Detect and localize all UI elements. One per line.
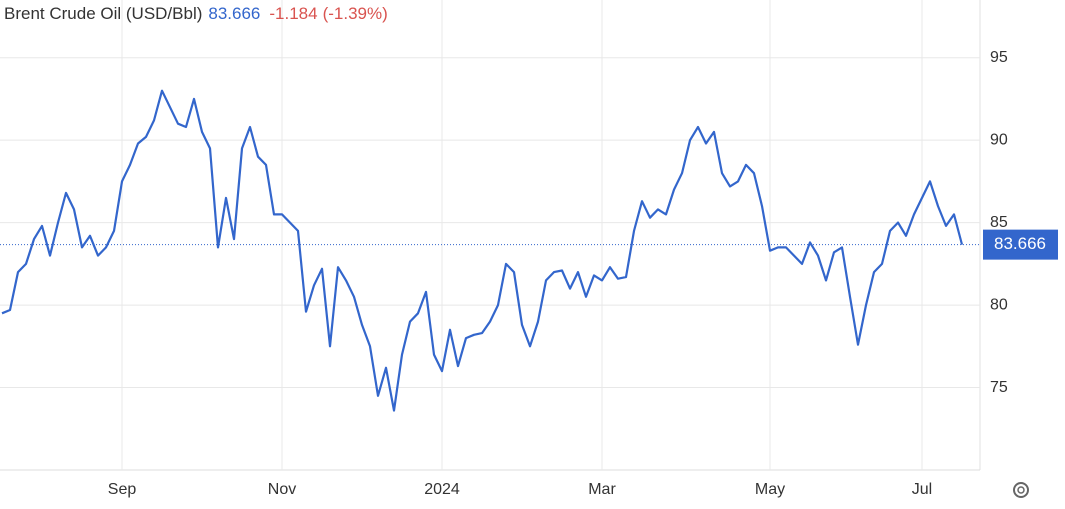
gear-hub[interactable] (1017, 486, 1025, 494)
x-tick-label: Jul (912, 481, 932, 498)
header: Brent Crude Oil (USD/Bbl) 83.666 -1.184 (-1… (4, 4, 388, 23)
header-last-value: 83.666 (208, 4, 260, 23)
y-tick-label: 80 (990, 296, 1008, 313)
x-tick-label: 2024 (424, 481, 460, 498)
last-value-tag (983, 229, 1058, 260)
x-tick-label: May (755, 481, 785, 498)
price-line (1, 89, 964, 412)
y-tick-label: 95 (990, 49, 1008, 66)
gear[interactable] (1013, 482, 1029, 498)
header-change: -1.184 (269, 4, 317, 23)
settings-icon[interactable] (1013, 482, 1029, 498)
header-change-percent: (-1.39%) (323, 4, 388, 23)
chart-title: Brent Crude Oil (USD/Bbl) (4, 4, 202, 23)
x-tick-label: Mar (588, 481, 616, 498)
y-tick-label: 85 (990, 214, 1008, 231)
x-tick-label: Nov (268, 481, 296, 498)
last-value-label: 83.666 (994, 234, 1046, 253)
x-tick-label: Sep (108, 481, 137, 498)
y-tick-label: 90 (990, 131, 1008, 148)
y-tick-label: 75 (990, 379, 1008, 396)
